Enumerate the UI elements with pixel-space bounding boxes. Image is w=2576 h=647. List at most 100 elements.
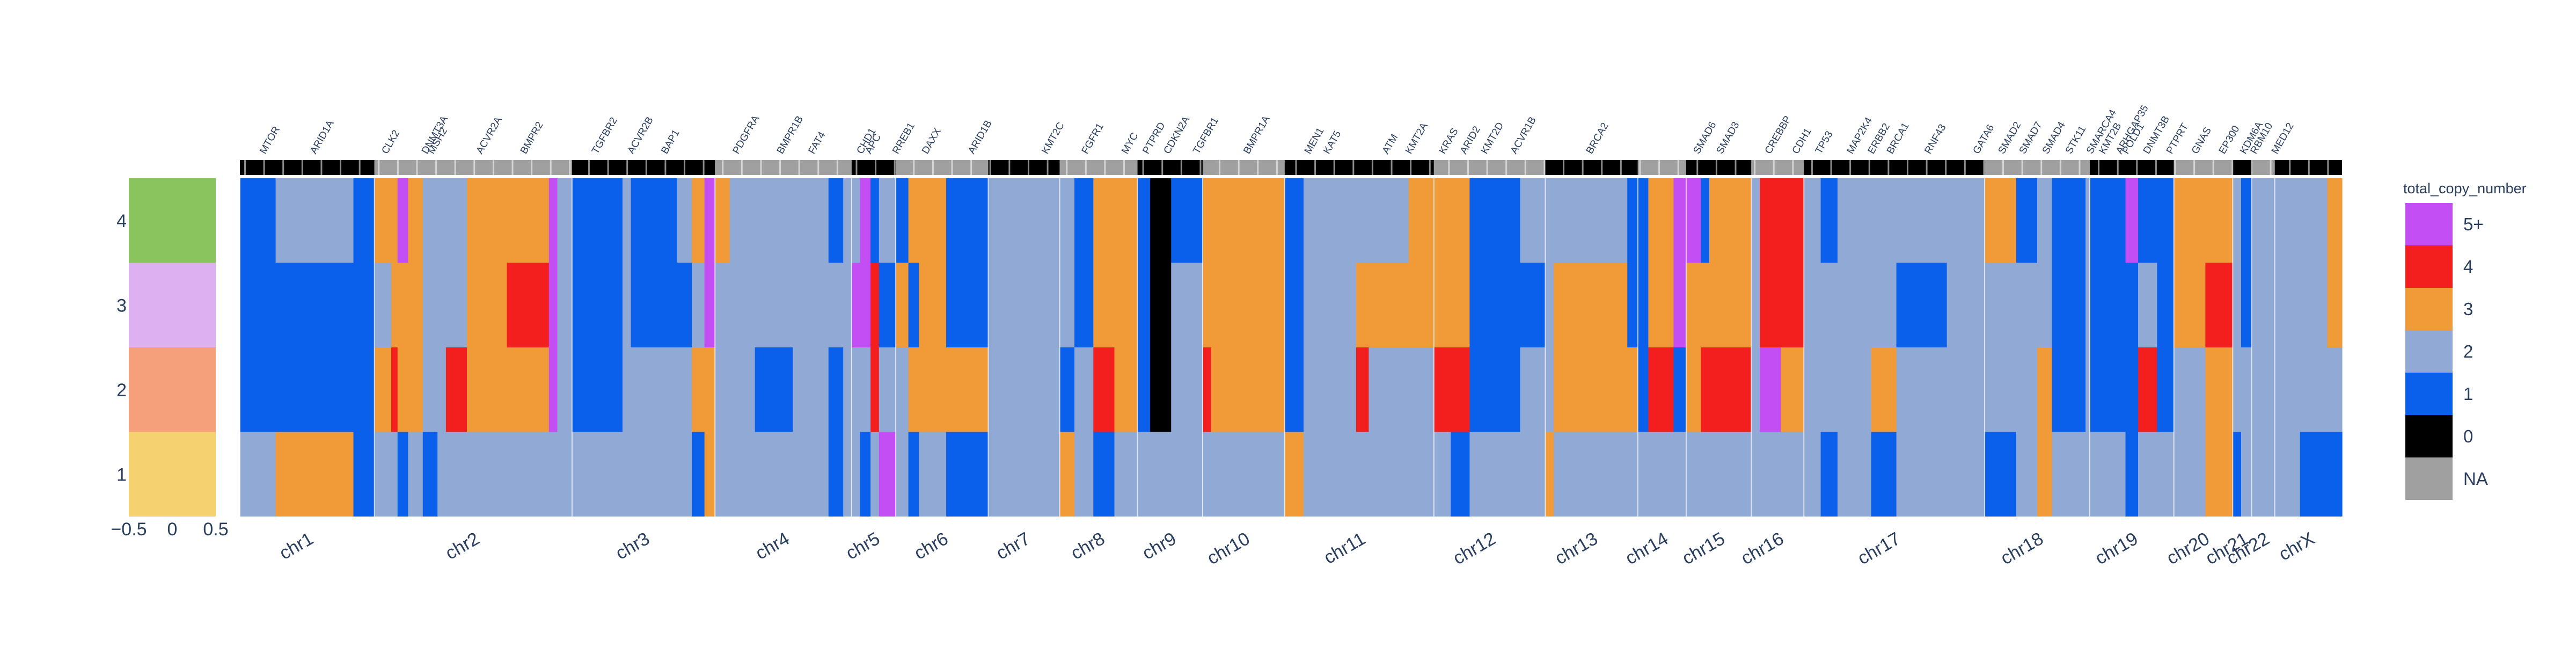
heatmap-cell[interactable] [1202, 347, 1212, 432]
heatmap-cell[interactable] [1137, 178, 1151, 263]
heatmap-cell[interactable] [1928, 432, 1948, 517]
heatmap-cell[interactable] [715, 432, 730, 517]
heatmap-cell[interactable] [988, 263, 1016, 348]
heatmap-cell[interactable] [715, 347, 730, 432]
heatmap-cell[interactable] [2251, 178, 2275, 263]
heatmap-cell[interactable] [1202, 432, 1212, 517]
heatmap-cell[interactable] [2016, 347, 2038, 432]
heatmap-cell[interactable] [1648, 347, 1674, 432]
heatmap-cell[interactable] [2052, 432, 2086, 517]
heatmap-cell[interactable] [2174, 178, 2206, 263]
heatmap-cell[interactable] [729, 263, 756, 348]
heatmap-cell[interactable] [1759, 347, 1781, 432]
heatmap-cell[interactable] [1059, 347, 1075, 432]
heatmap-cell[interactable] [2205, 263, 2233, 348]
heatmap-cell[interactable] [622, 432, 632, 517]
heatmap-cell[interactable] [2233, 178, 2242, 263]
heatmap-cell[interactable] [1150, 178, 1172, 263]
heatmap-cell[interactable] [353, 432, 375, 517]
heatmap-cell[interactable] [828, 178, 844, 263]
heatmap-cell[interactable] [1709, 263, 1752, 348]
heatmap-cell[interactable] [548, 263, 558, 348]
heatmap-cell[interactable] [1896, 178, 1928, 263]
heatmap-cell[interactable] [2016, 178, 2038, 263]
heatmap-cell[interactable] [1171, 347, 1203, 432]
heatmap-cell[interactable] [715, 178, 730, 263]
heatmap-cell[interactable] [2300, 263, 2328, 348]
heatmap-cell[interactable] [277, 178, 354, 263]
heatmap-cell[interactable] [1211, 263, 1285, 348]
heatmap-cell[interactable] [1469, 432, 1491, 517]
heatmap-cell[interactable] [2241, 432, 2252, 517]
heatmap-cell[interactable] [729, 347, 756, 432]
heatmap-cell[interactable] [507, 432, 550, 517]
heatmap-cell[interactable] [1804, 263, 1821, 348]
heatmap-cell[interactable] [353, 263, 375, 348]
heatmap-cell[interactable] [1408, 178, 1435, 263]
heatmap-cell[interactable] [557, 347, 573, 432]
heatmap-cell[interactable] [374, 178, 392, 263]
heatmap-cell[interactable] [1673, 432, 1687, 517]
heatmap-cell[interactable] [908, 263, 919, 348]
heatmap-cell[interactable] [1137, 432, 1151, 517]
heatmap-cell[interactable] [851, 263, 861, 348]
heatmap-cell[interactable] [240, 263, 249, 348]
heatmap-cell[interactable] [919, 178, 947, 263]
heatmap-cell[interactable] [1520, 432, 1546, 517]
heatmap-cell[interactable] [397, 178, 408, 263]
heatmap-cell[interactable] [1211, 347, 1285, 432]
heatmap-cell[interactable] [2233, 347, 2242, 432]
heatmap-cell[interactable] [467, 432, 508, 517]
heatmap-cell[interactable] [919, 263, 947, 348]
heatmap-cell[interactable] [1759, 263, 1781, 348]
heatmap-cell[interactable] [1837, 178, 1872, 263]
heatmap-cell[interactable] [1015, 263, 1060, 348]
heatmap-cell[interactable] [1469, 347, 1491, 432]
heatmap-cell[interactable] [843, 263, 852, 348]
heatmap-cell[interactable] [1304, 347, 1357, 432]
heatmap-cell[interactable] [704, 432, 715, 517]
heatmap-cell[interactable] [277, 263, 354, 348]
heatmap-cell[interactable] [1490, 347, 1521, 432]
heatmap-cell[interactable] [988, 432, 1016, 517]
heatmap-cell[interactable] [1211, 432, 1285, 517]
heatmap-cell[interactable] [1202, 263, 1212, 348]
heatmap-cell[interactable] [1211, 178, 1285, 263]
heatmap-cell[interactable] [240, 347, 249, 432]
heatmap-cell[interactable] [572, 432, 623, 517]
heatmap-cell[interactable] [1871, 432, 1897, 517]
heatmap-cell[interactable] [1673, 178, 1687, 263]
heatmap-cell[interactable] [2138, 432, 2157, 517]
heatmap-cell[interactable] [1896, 347, 1928, 432]
heatmap-cell[interactable] [277, 347, 354, 432]
heatmap-cell[interactable] [1837, 263, 1872, 348]
heatmap-cell[interactable] [437, 347, 447, 432]
heatmap-cell[interactable] [704, 347, 715, 432]
heatmap-cell[interactable] [1368, 432, 1409, 517]
heatmap-cell[interactable] [755, 263, 793, 348]
heatmap-cell[interactable] [2241, 347, 2252, 432]
heatmap-cell[interactable] [1202, 178, 1212, 263]
heatmap-cell[interactable] [445, 347, 467, 432]
heatmap-cell[interactable] [1074, 178, 1094, 263]
heatmap-cell[interactable] [879, 432, 896, 517]
heatmap-cell[interactable] [445, 263, 467, 348]
heatmap-cell[interactable] [1408, 347, 1435, 432]
heatmap-cell[interactable] [1368, 178, 1409, 263]
heatmap-cell[interactable] [2089, 178, 2126, 263]
heatmap-cell[interactable] [988, 178, 1016, 263]
heatmap-cell[interactable] [896, 432, 909, 517]
heatmap-cell[interactable] [1946, 263, 1985, 348]
heatmap-cell[interactable] [408, 432, 423, 517]
heatmap-cell[interactable] [1781, 178, 1804, 263]
heatmap-cell[interactable] [793, 178, 829, 263]
heatmap-cell[interactable] [1751, 347, 1760, 432]
heatmap-cell[interactable] [391, 178, 398, 263]
heatmap-cell[interactable] [1150, 347, 1172, 432]
heatmap-cell[interactable] [1451, 263, 1470, 348]
heatmap-cell[interactable] [2138, 178, 2157, 263]
heatmap-cell[interactable] [557, 263, 573, 348]
heatmap-cell[interactable] [1896, 263, 1928, 348]
heatmap-cell[interactable] [248, 263, 276, 348]
heatmap-cell[interactable] [1896, 432, 1928, 517]
